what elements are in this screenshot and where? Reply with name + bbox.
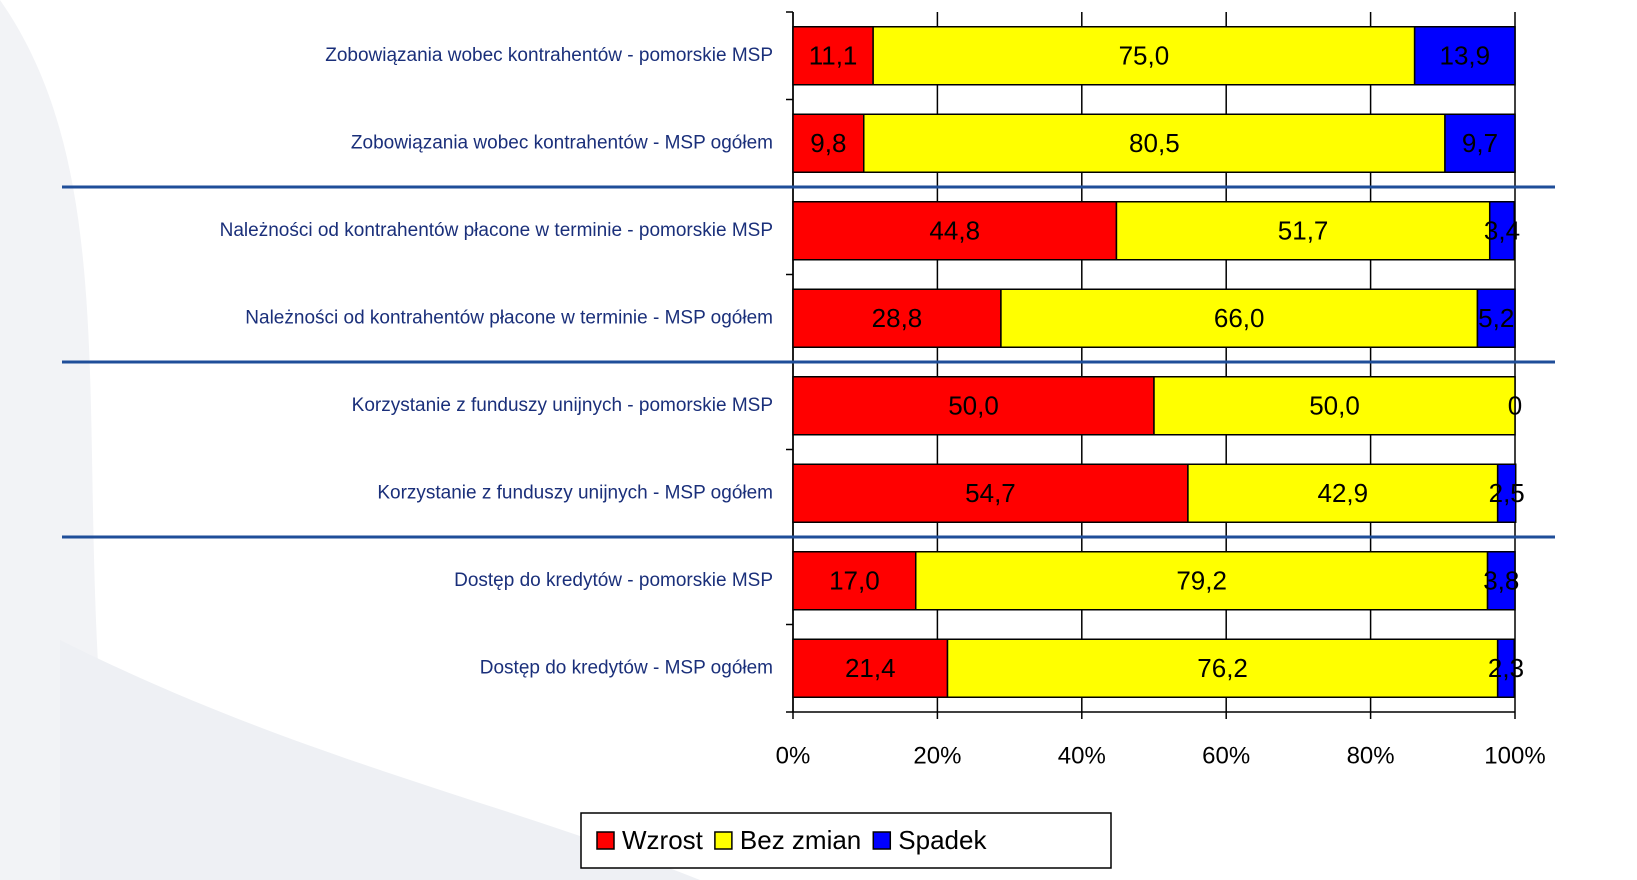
legend-box (580, 812, 1112, 869)
bar-segment (1496, 638, 1516, 698)
data-label: 80,5 (1129, 128, 1180, 158)
bar-segment (1115, 201, 1491, 261)
data-label: 66,0 (1214, 303, 1265, 333)
bar-segment (792, 638, 949, 698)
y-tick-label: Korzystanie z funduszy unijnych - MSP og… (377, 482, 773, 503)
y-tick-label: Korzystanie z funduszy unijnych - pomors… (352, 395, 773, 416)
bar-segment (1187, 463, 1499, 523)
legend-label: Bez zmian (740, 825, 861, 855)
data-label: 3,8 (1483, 566, 1519, 596)
bar-segment (1413, 26, 1516, 86)
data-label: 54,7 (965, 478, 1016, 508)
bar-segment (863, 113, 1446, 173)
legend-swatch (872, 831, 892, 850)
data-label: 0 (1508, 391, 1522, 421)
legend-label: Wzrost (622, 825, 704, 855)
x-tick-label: 80% (1347, 742, 1395, 769)
data-label: 13,9 (1440, 41, 1491, 71)
data-label: 5,2 (1478, 303, 1514, 333)
y-tick-label: Zobowiązania wobec kontrahentów - pomors… (325, 45, 773, 66)
bar-segment (1153, 376, 1516, 436)
bar-segment (1488, 201, 1516, 261)
bar-segment (792, 201, 1118, 261)
bar-segment (914, 551, 1489, 611)
bar-segment (1486, 551, 1516, 611)
x-tick-label: 60% (1202, 742, 1250, 769)
y-tick-label: Należności od kontrahentów płacone w ter… (245, 307, 773, 328)
x-tick-label: 100% (1484, 742, 1545, 769)
data-label: 50,0 (948, 391, 999, 421)
x-tick-label: 40% (1058, 742, 1106, 769)
y-tick-label: Zobowiązania wobec kontrahentów - MSP og… (351, 132, 773, 153)
data-label: 9,7 (1462, 128, 1498, 158)
bar-segment (792, 376, 1155, 436)
bar-segment (792, 113, 865, 173)
background-swoosh (60, 640, 700, 880)
data-label: 11,1 (809, 41, 858, 71)
data-label: 17,0 (829, 566, 880, 596)
data-label: 76,2 (1197, 653, 1248, 683)
data-label: 51,7 (1278, 216, 1329, 246)
data-label: 3,4 (1484, 216, 1520, 246)
x-tick-label: 0% (776, 742, 811, 769)
data-label: 21,4 (845, 653, 896, 683)
x-tick-label: 20% (913, 742, 961, 769)
legend-label: Spadek (898, 825, 987, 855)
y-tick-label: Dostęp do kredytów - MSP ogółem (480, 657, 773, 678)
bar-segment (1444, 113, 1516, 173)
bar-segment (1496, 463, 1517, 523)
data-label: 44,8 (929, 216, 980, 246)
bar-segment (872, 26, 1416, 86)
y-tick-label: Należności od kontrahentów płacone w ter… (220, 220, 773, 241)
legend-swatch (596, 831, 615, 850)
bar-segment (1476, 288, 1516, 348)
bar-segment (792, 551, 917, 611)
data-label: 9,8 (810, 128, 846, 158)
legend-swatch (714, 831, 733, 850)
y-tick-label: Dostęp do kredytów - pomorskie MSP (454, 570, 773, 591)
data-label: 2,5 (1489, 478, 1525, 508)
data-label: 79,2 (1176, 566, 1227, 596)
data-label: 28,8 (872, 303, 923, 333)
bar-segment (792, 26, 874, 86)
data-label: 2,3 (1488, 653, 1524, 683)
data-label: 50,0 (1309, 391, 1360, 421)
bar-segment (946, 638, 1499, 698)
data-label: 42,9 (1317, 478, 1368, 508)
data-label: 75,0 (1119, 41, 1170, 71)
